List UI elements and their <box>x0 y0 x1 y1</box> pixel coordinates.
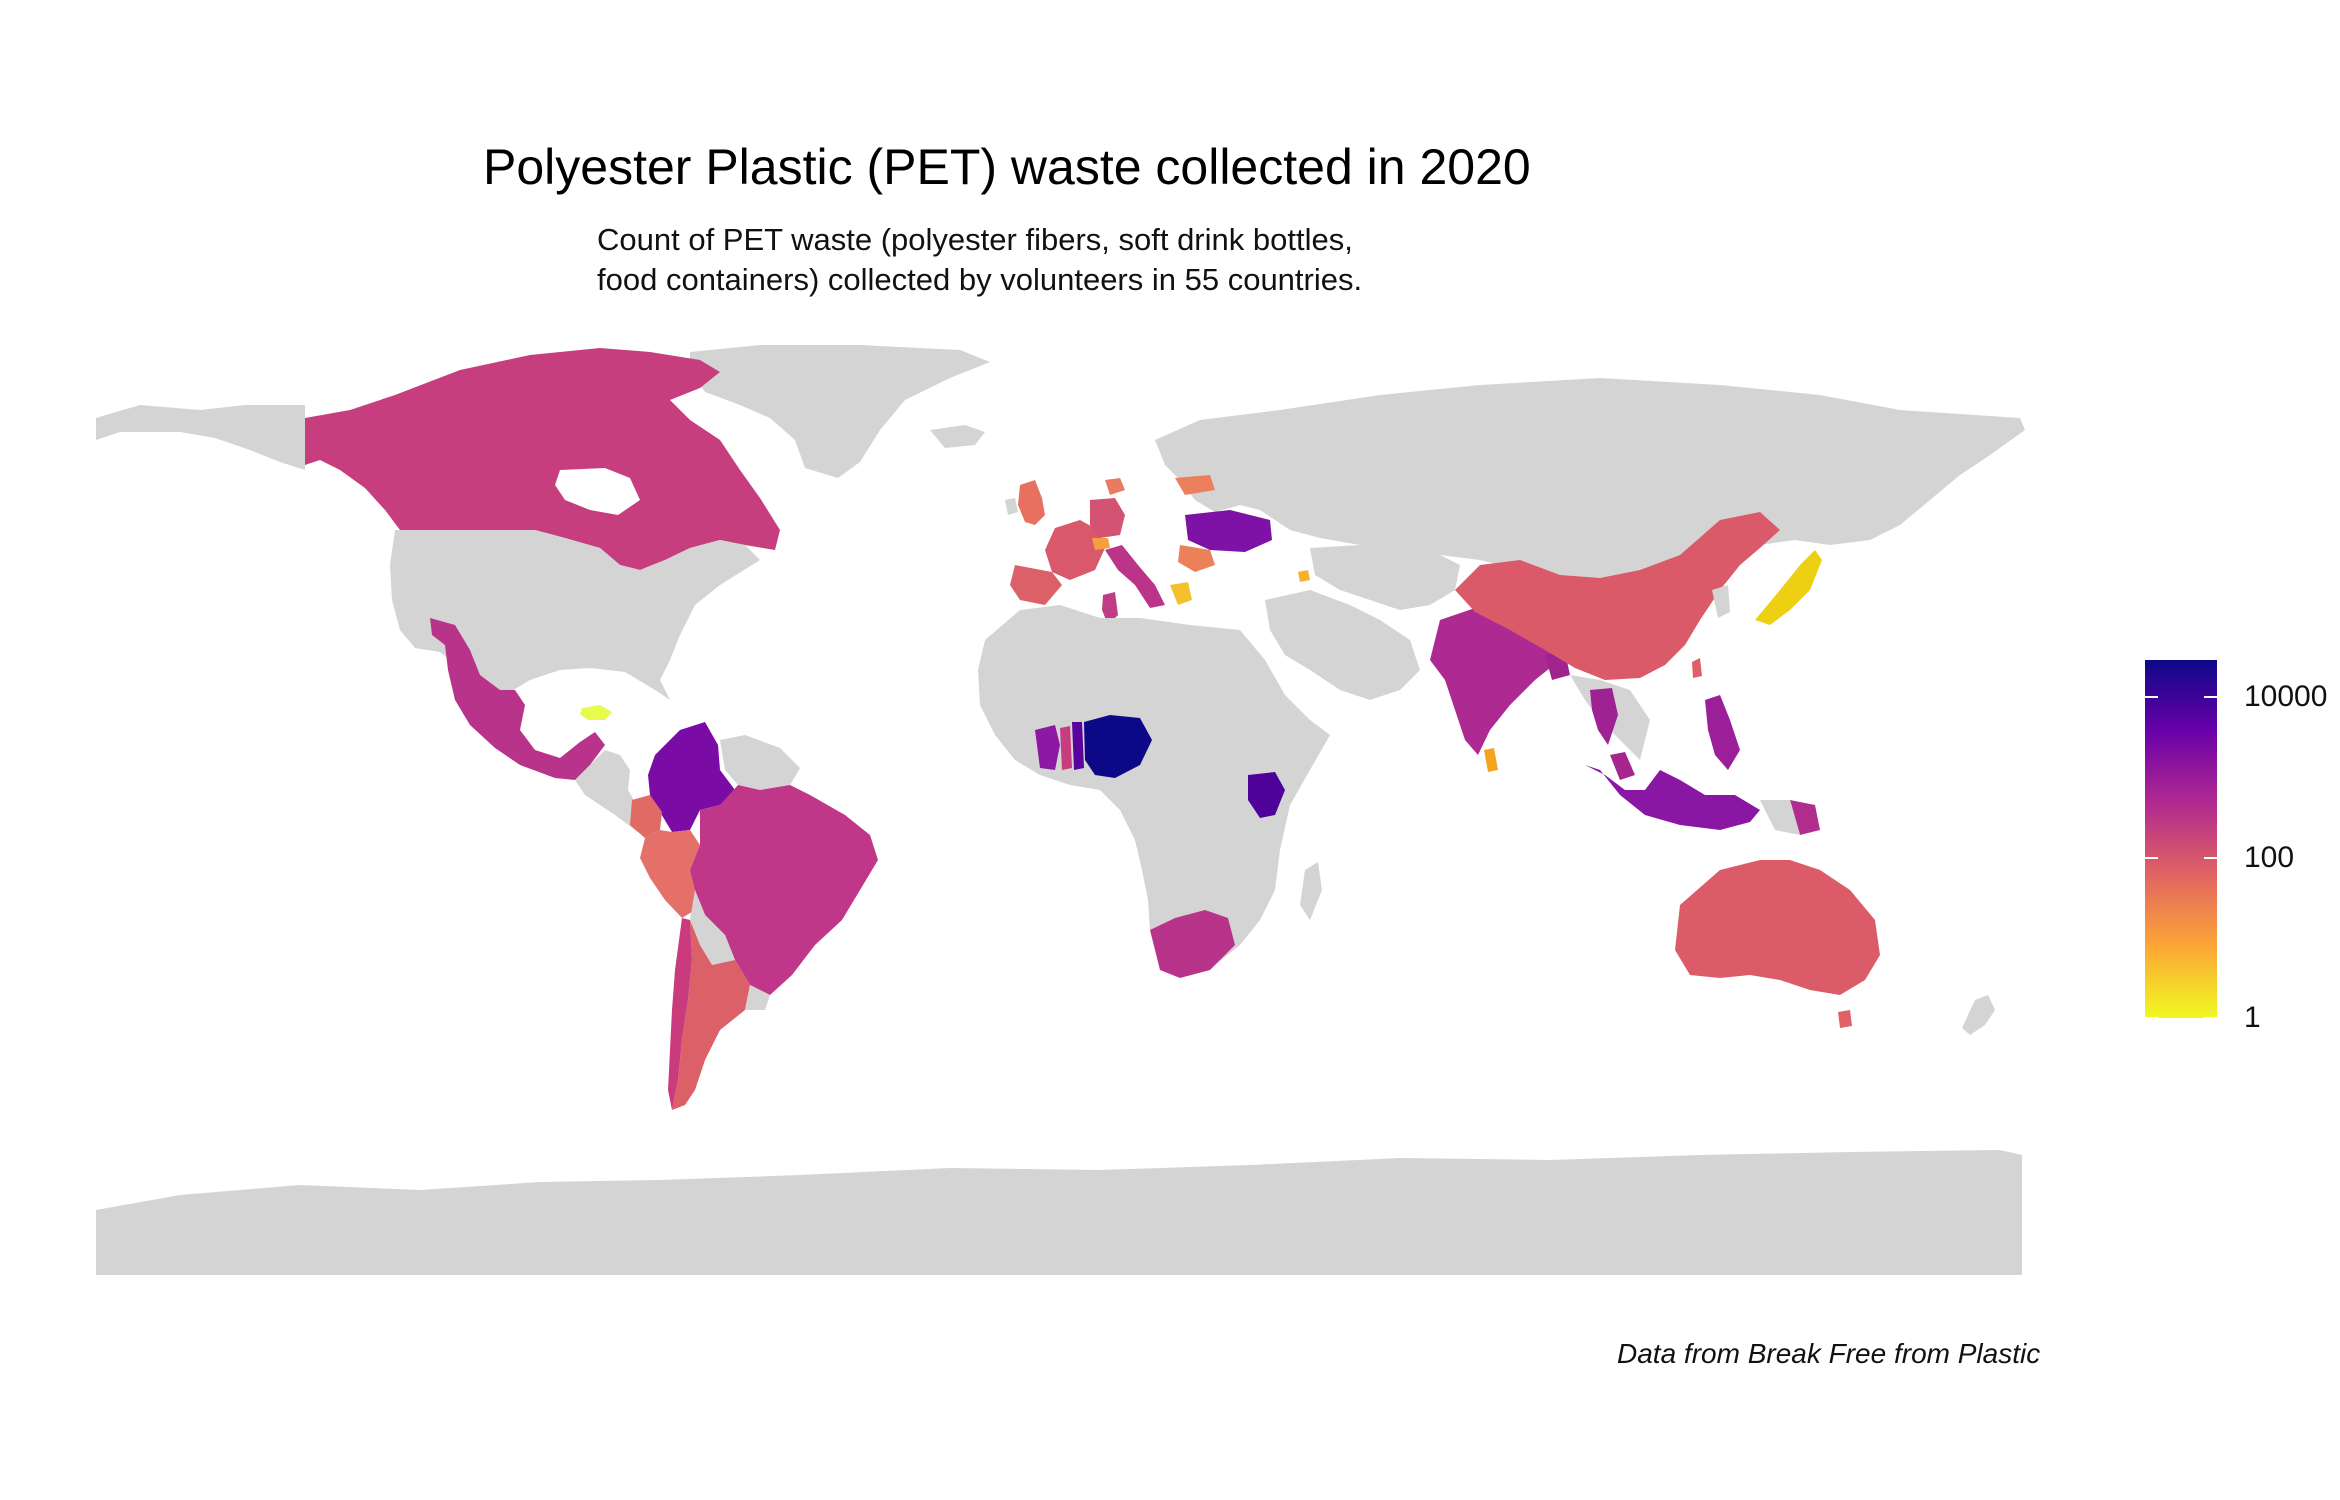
country-kenya <box>1248 772 1285 818</box>
data-source-caption: Data from Break Free from Plastic <box>1617 1338 2041 1369</box>
country-mexico <box>430 618 605 780</box>
country-usa <box>390 530 760 700</box>
country-china <box>1455 512 1780 680</box>
region-venezuela-guianas <box>720 735 800 790</box>
legend-tick-label: 10000 <box>2244 680 2328 713</box>
region-madagascar <box>1300 862 1322 920</box>
map-title: Polyester Plastic (PET) waste collected … <box>483 139 1531 195</box>
country-india <box>1430 608 1560 755</box>
legend-colorbar <box>2145 660 2217 1018</box>
map-subtitle: Count of PET waste (polyester fibers, so… <box>597 220 1362 300</box>
country-latvia <box>1175 475 1215 495</box>
country-south-africa <box>1150 910 1235 978</box>
region-new-zealand <box>1962 995 1995 1035</box>
country-tunisia <box>1102 592 1118 625</box>
country-france <box>1045 520 1105 580</box>
country-malaysia <box>1610 752 1635 780</box>
region-africa <box>978 605 1330 975</box>
region-central-asia <box>1310 545 1460 610</box>
country-brazil <box>690 785 878 995</box>
region-bolivia-paraguay <box>690 890 735 965</box>
hudson-bay <box>555 468 640 515</box>
region-ireland <box>1005 498 1018 515</box>
country-colombia <box>648 722 735 832</box>
legend-ticks <box>2145 696 2217 1019</box>
country-greece <box>1170 582 1192 605</box>
country-ghana <box>1035 725 1060 770</box>
country-el-salvador <box>580 705 612 720</box>
subtitle-line: food containers) collected by volunteers… <box>597 262 1363 297</box>
country-thailand <box>1590 688 1618 745</box>
country-united-kingdom <box>1018 480 1045 525</box>
country-peru <box>640 830 700 918</box>
country-canada <box>305 348 780 570</box>
country-ecuador <box>630 795 662 838</box>
country-denmark <box>1105 478 1125 495</box>
country-japan <box>1755 550 1822 625</box>
legend-tick-label: 1 <box>2244 1001 2261 1034</box>
country-ukraine <box>1185 510 1272 552</box>
country-spain <box>1010 565 1062 605</box>
region-uruguay <box>745 985 770 1010</box>
country-philippines <box>1705 695 1740 770</box>
legend-tick-label: 100 <box>2244 841 2295 874</box>
region-new-guinea-west <box>1760 800 1800 835</box>
country-chile <box>668 918 692 1110</box>
country-greenland <box>690 345 990 478</box>
subtitle-line: Count of PET waste (polyester fibers, so… <box>597 222 1353 257</box>
country-australia <box>1675 860 1880 995</box>
region-antarctica <box>96 1150 2022 1275</box>
country-nigeria <box>1084 715 1152 778</box>
country-germany <box>1090 498 1125 538</box>
region-tasmania <box>1838 1010 1852 1028</box>
country-italy <box>1105 545 1165 608</box>
country-sri-lanka <box>1484 748 1498 772</box>
country-switzerland <box>1092 538 1110 550</box>
region-korea <box>1712 585 1730 618</box>
country-taiwan <box>1692 658 1702 678</box>
country-argentina <box>672 920 750 1110</box>
region-middle-east <box>1265 590 1420 700</box>
country-indonesia <box>1585 765 1760 830</box>
country-benin <box>1072 722 1084 770</box>
country-romania <box>1178 545 1215 572</box>
country-iceland <box>930 425 985 448</box>
country-togo <box>1060 726 1072 770</box>
country-usa-alaska <box>96 405 305 470</box>
region-russia-scandinavia <box>1155 378 2025 585</box>
country-armenia <box>1298 570 1310 582</box>
